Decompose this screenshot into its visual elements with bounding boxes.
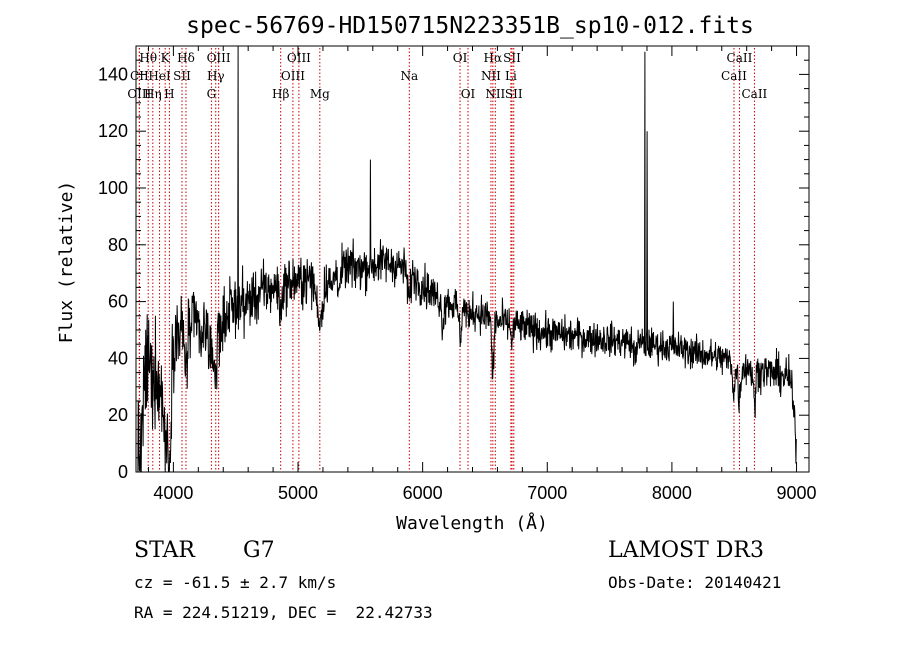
spectral-marker-label: CaII <box>727 51 753 65</box>
spectral-marker-label: Li <box>505 69 517 83</box>
spectral-marker-label: CaII <box>721 69 747 83</box>
spectral-marker-label: H <box>164 87 174 101</box>
x-tick-label: 7000 <box>527 483 567 503</box>
spectral-marker-label: OIII <box>207 51 231 65</box>
survey-name: LAMOST DR3 <box>608 538 764 563</box>
y-axis-ticks: 0 20 40 60 80 100 120 140 <box>98 59 809 482</box>
spectral-marker-label: Hδ <box>177 51 195 65</box>
x-tick-label: 5000 <box>278 483 318 503</box>
y-tick-label: 100 <box>98 178 128 198</box>
spectral-marker-label: Hγ <box>207 69 225 83</box>
coordinates: RA = 224.51219, DEC = 22.42733 <box>134 603 433 622</box>
spectral-marker-label: K <box>161 51 171 65</box>
y-tick-label: 0 <box>118 462 128 482</box>
spectral-marker-label: SII <box>505 87 523 101</box>
y-axis-label: Flux (relative) <box>56 181 77 344</box>
y-tick-label: 20 <box>108 405 128 425</box>
spectral-marker-label: SII <box>173 69 191 83</box>
spectral-marker-label: G <box>207 87 217 101</box>
spectral-marker-label: OI <box>461 87 476 101</box>
y-tick-label: 40 <box>108 348 128 368</box>
spectral-marker-label: NII <box>481 69 501 83</box>
spectral-marker-label: Hη <box>144 87 162 101</box>
spectral-marker-label: SII <box>503 51 521 65</box>
obs-date: Obs-Date: 20140421 <box>608 573 782 592</box>
x-tick-label: 4000 <box>153 483 193 503</box>
spectral-marker-label: OIII <box>287 51 311 65</box>
x-tick-label: 8000 <box>652 483 692 503</box>
spectral-marker-label: Hθ <box>139 51 157 65</box>
object-class: STAR <box>134 538 195 563</box>
spectral-marker-label: Na <box>400 69 418 83</box>
x-axis-label: Wavelength (Å) <box>396 512 548 534</box>
spectral-marker-label: OI <box>453 51 468 65</box>
chart-title: spec-56769-HD150715N223351B_sp10-012.fit… <box>186 13 754 39</box>
spectral-marker-label: HeI <box>148 69 171 83</box>
spectrum-line <box>136 45 797 473</box>
spectral-marker-label: Hβ <box>272 87 289 101</box>
spectral-marker-label: OIII <box>127 87 151 101</box>
spectral-marker-label: Mg <box>310 87 330 101</box>
redshift-readout: cz = -61.5 ± 2.7 km/s <box>134 573 337 592</box>
y-tick-label: 80 <box>108 235 128 255</box>
x-axis-ticks: 4000 5000 6000 7000 8000 9000 <box>147 46 817 503</box>
x-tick-label: 6000 <box>403 483 443 503</box>
object-subclass: G7 <box>243 538 275 563</box>
spectral-marker-label: NII <box>485 87 505 101</box>
y-tick-label: 120 <box>98 121 128 141</box>
x-tick-label: 9000 <box>777 483 817 503</box>
spectral-marker-label: CaII <box>741 87 767 101</box>
spectral-marker-label: OIII <box>281 69 305 83</box>
y-tick-label: 60 <box>108 292 128 312</box>
y-tick-label: 140 <box>98 64 128 84</box>
spectral-marker-label: Hα <box>484 51 503 65</box>
plot-frame <box>135 45 810 473</box>
